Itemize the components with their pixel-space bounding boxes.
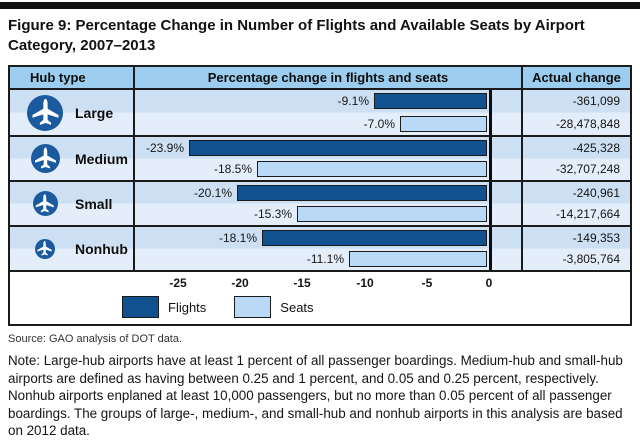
seats-pct-label: -11.1% <box>306 252 344 267</box>
zero-axis-line <box>489 182 492 225</box>
note-text: Note: Large-hub airports have at least 1… <box>8 353 623 439</box>
chart-cell: -23.9% -18.5% <box>133 137 523 180</box>
flights-pct-label: -18.1% <box>218 230 257 245</box>
seats-legend-swatch <box>234 296 272 318</box>
hub-cell-large: Large <box>10 90 133 135</box>
airplane-icon <box>32 191 58 216</box>
actual-change-cell: -240,961 -14,217,664 <box>523 182 630 225</box>
x-tick: -20 <box>231 276 249 290</box>
flights-actual-value: -361,099 <box>572 94 620 109</box>
header-hub-type: Hub type <box>30 70 86 85</box>
hub-cell-medium: Medium <box>10 137 133 180</box>
figure-title: Figure 9: Percentage Change in Number of… <box>8 17 585 54</box>
seats-actual-value: -14,217,664 <box>555 207 620 222</box>
table-row-nonhub: Nonhub -18.1% -11.1% -149,353 -3,805,764 <box>10 225 630 270</box>
source-text: Source: GAO analysis of DOT data. <box>8 333 183 345</box>
zero-axis-line <box>489 90 492 135</box>
chart-cell: -9.1% -7.0% <box>133 90 523 135</box>
zero-axis-line <box>489 137 492 180</box>
top-rule <box>0 2 640 9</box>
x-axis-ticks: -25 -20 -15 -10 -5 0 <box>135 276 523 291</box>
header-percentage-change: Percentage change in flights and seats <box>133 67 523 88</box>
seats-pct-label: -15.3% <box>253 207 292 222</box>
airplane-icon <box>27 94 63 131</box>
flights-actual-value: -240,961 <box>572 185 620 200</box>
airplane-icon <box>35 238 55 259</box>
axis-legend-strip: -25 -20 -15 -10 -5 0 Flights Seats <box>10 270 630 324</box>
seats-pct-label: -7.0% <box>363 116 395 131</box>
hub-cell-small: Small <box>10 182 133 225</box>
flights-pct-label: -9.1% <box>337 94 369 109</box>
flights-legend-swatch <box>122 296 159 318</box>
flights-actual-value: -149,353 <box>572 230 620 245</box>
table-row-large: Large -9.1% -7.0% -361,099 -28,478,848 <box>10 90 630 135</box>
flights-bar <box>189 139 487 156</box>
table-row-small: Small -20.1% -15.3% -240,961 -14,217,664 <box>10 180 630 225</box>
chart-cell: -18.1% -11.1% <box>133 227 523 270</box>
seats-actual-value: -3,805,764 <box>562 252 620 267</box>
hub-label: Small <box>75 195 113 212</box>
actual-change-cell: -361,099 -28,478,848 <box>523 90 630 135</box>
x-tick: -5 <box>421 276 433 290</box>
airplane-icon <box>30 144 60 173</box>
x-tick: -15 <box>293 276 311 290</box>
flights-pct-label: -23.9% <box>145 140 184 155</box>
flights-legend-label: Flights <box>168 299 207 315</box>
chart-cell: -20.1% -15.3% <box>133 182 523 225</box>
table-header-row: Hub type Percentage change in flights an… <box>10 67 630 90</box>
flights-actual-value: -425,328 <box>572 140 620 155</box>
flights-bar <box>374 93 487 110</box>
seats-actual-value: -28,478,848 <box>555 116 620 131</box>
x-tick: -25 <box>169 276 187 290</box>
flights-bar <box>262 229 487 246</box>
hub-cell-nonhub: Nonhub <box>10 227 133 270</box>
hub-label: Nonhub <box>75 240 128 257</box>
flights-bar <box>237 184 487 201</box>
table-row-medium: Medium -23.9% -18.5% -425,328 -32,707,24… <box>10 135 630 180</box>
seats-bar <box>400 115 487 132</box>
zero-axis-line <box>489 227 492 270</box>
x-tick: -10 <box>356 276 374 290</box>
flights-pct-label: -20.1% <box>193 185 232 200</box>
seats-pct-label: -18.5% <box>213 162 252 177</box>
seats-bar <box>257 161 487 178</box>
figure-box: Hub type Percentage change in flights an… <box>8 65 632 326</box>
x-tick: 0 <box>485 276 493 290</box>
seats-legend-label: Seats <box>280 299 314 315</box>
seats-bar <box>349 251 487 268</box>
hub-label: Large <box>75 104 114 121</box>
header-actual-change: Actual change <box>532 70 621 85</box>
seats-actual-value: -32,707,248 <box>555 162 620 177</box>
actual-change-cell: -425,328 -32,707,248 <box>523 137 630 180</box>
legend: Flights Seats <box>122 296 342 318</box>
seats-bar <box>297 206 487 223</box>
actual-change-cell: -149,353 -3,805,764 <box>523 227 630 270</box>
hub-label: Medium <box>75 150 128 167</box>
